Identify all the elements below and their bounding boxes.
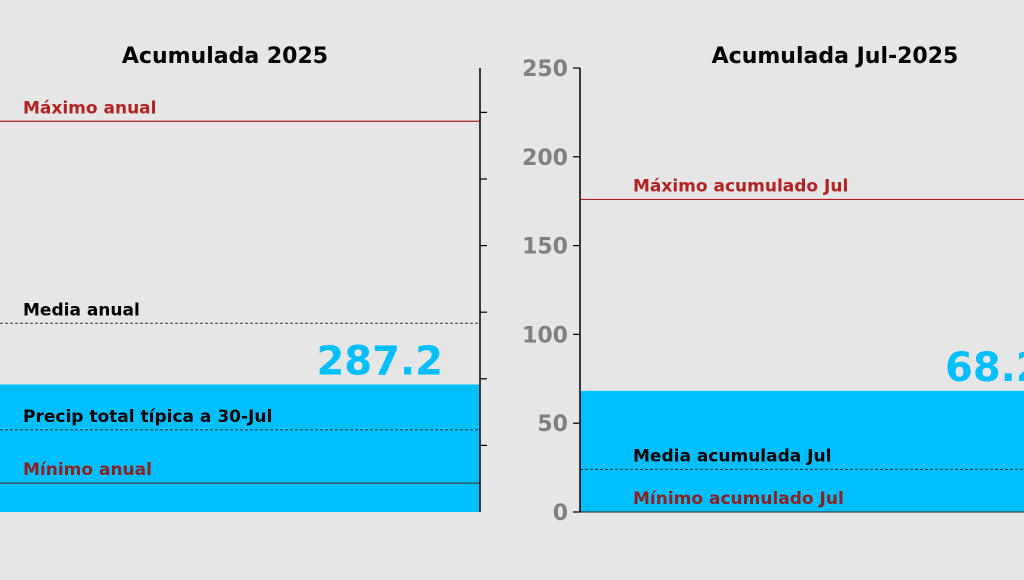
- reference-label-minimo-anual: Mínimo anual: [23, 460, 152, 480]
- chart-title: Acumulada Jul-2025: [712, 44, 959, 69]
- reference-label-precip-total-tipica-a-30-jul: Precip total típica a 30-Jul: [23, 407, 272, 427]
- y-tick-label-150: 150: [522, 235, 568, 260]
- july-accumulation-chart: Máximo acumulado Jul Media acumulada Jul M…: [522, 44, 1024, 526]
- value-label: 68.2: [945, 345, 1024, 391]
- y-tick-label-100: 100: [522, 323, 568, 348]
- y-tick-label-50: 50: [537, 412, 568, 437]
- chart-title: Acumulada 2025: [122, 44, 328, 69]
- reference-label-minimo-acumulado-jul: Mínimo acumulado Jul: [633, 489, 844, 509]
- reference-label-maximo-acumulado-jul: Máximo acumulado Jul: [633, 176, 848, 196]
- reference-label-media-acumulada-jul: Media acumulada Jul: [633, 446, 831, 466]
- y-tick-label-250: 250: [522, 57, 568, 82]
- accumulated-bar: [0, 384, 480, 512]
- reference-label-media-anual: Media anual: [23, 300, 140, 320]
- value-label: 287.2: [316, 338, 443, 384]
- accumulated-bar: [580, 390, 1024, 512]
- reference-label-maximo-anual: Máximo anual: [23, 98, 156, 118]
- annual-accumulation-chart: Máximo anual Media anual Precip total típi…: [0, 44, 487, 512]
- y-tick-label-0: 0: [553, 501, 568, 526]
- y-tick-label-200: 200: [522, 146, 568, 171]
